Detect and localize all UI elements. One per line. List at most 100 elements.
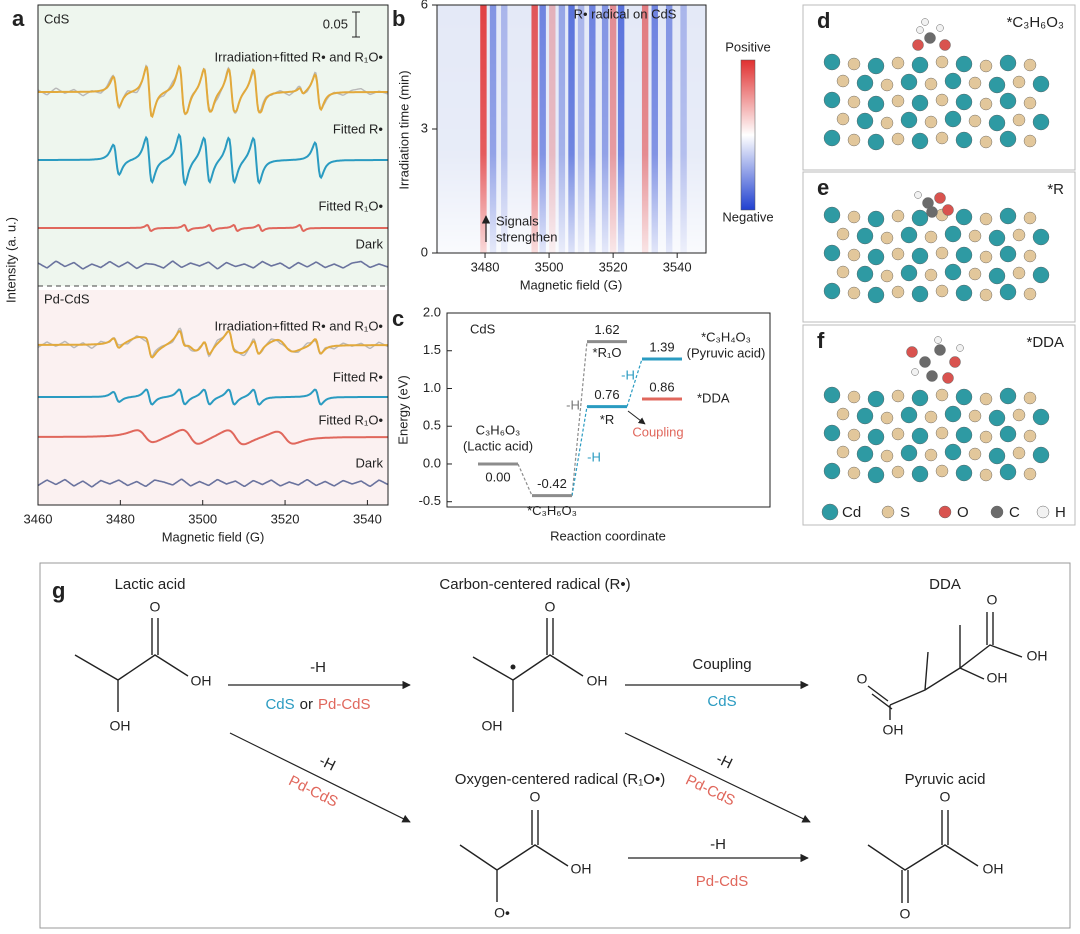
state-label: (Lactic acid) <box>463 438 533 453</box>
atom <box>924 230 938 244</box>
atom <box>867 95 885 113</box>
atom <box>911 132 929 150</box>
x-axis-label: Magnetic field (G) <box>520 277 623 292</box>
atom <box>935 93 949 107</box>
atom <box>836 407 850 421</box>
heatmap-stripe <box>501 5 508 253</box>
coupling-arrow <box>627 410 646 425</box>
heatmap-stripe <box>558 5 566 253</box>
atom <box>999 463 1017 481</box>
legend-label: C <box>1009 504 1020 521</box>
heatmap-stripe <box>641 5 649 253</box>
atom-label: OH <box>883 722 904 738</box>
fitted-sum-trace <box>38 64 388 119</box>
adsorbate-label: *DDA <box>1026 334 1064 351</box>
atom <box>867 133 885 151</box>
x-tick-label: 3520 <box>271 511 300 526</box>
atom <box>955 131 973 149</box>
panel-label: a <box>12 6 25 31</box>
atom <box>999 130 1017 148</box>
heatmap-stripe <box>568 5 575 253</box>
atom <box>1023 134 1037 148</box>
atom <box>955 55 973 73</box>
atom <box>1023 211 1037 225</box>
adsorbate-label: *C₃H₆O₃ <box>1007 14 1064 31</box>
atom <box>1023 96 1037 110</box>
atom <box>1012 75 1026 89</box>
legend-swatch <box>821 503 839 521</box>
atom <box>979 468 993 482</box>
atom <box>891 94 905 108</box>
group-background <box>38 5 388 286</box>
atom <box>944 263 962 281</box>
atom-label: OH <box>1027 648 1048 664</box>
atom-label: O <box>530 789 541 805</box>
panel-label: d <box>817 8 830 33</box>
heatmap-stripe <box>665 5 673 253</box>
heatmap-stripe <box>577 5 585 253</box>
atom-label: O <box>940 789 951 805</box>
arrow-label: -H <box>316 752 338 774</box>
atom <box>880 116 894 130</box>
atom-label: OH <box>587 673 608 689</box>
atom <box>911 285 929 303</box>
atom <box>823 282 841 300</box>
dark-trace <box>37 260 389 270</box>
atom <box>942 204 954 216</box>
value-label: 1.62 <box>594 322 619 337</box>
step-label: -H <box>621 367 635 382</box>
atom <box>891 427 905 441</box>
fitted-sum-trace <box>38 329 388 359</box>
atom <box>916 26 924 34</box>
atom <box>867 210 885 228</box>
atom <box>939 39 951 51</box>
y-axis-label: Irradiation time (min) <box>396 70 411 189</box>
heatmap-stripe <box>651 5 658 253</box>
molecule-name: Lactic acid <box>115 576 186 593</box>
atom <box>988 114 1006 132</box>
atom <box>880 269 894 283</box>
atom <box>979 212 993 226</box>
atom <box>936 24 944 32</box>
atom <box>847 248 861 262</box>
atom <box>968 76 982 90</box>
y-tick-label: 0.5 <box>423 418 441 433</box>
atom-label: OH <box>571 861 592 877</box>
atom-label: O <box>987 592 998 608</box>
arrow-label: Pd-CdS <box>286 772 341 811</box>
atom <box>847 95 861 109</box>
molecule-name: Oxygen-centered radical (R₁O•) <box>455 771 665 788</box>
atom <box>823 206 841 224</box>
fitted-r1o-trace <box>38 428 388 446</box>
state-label: *C₃H₆O₃ <box>527 503 577 518</box>
atom <box>934 192 946 204</box>
atom <box>1012 446 1026 460</box>
atom-label: O <box>900 906 911 922</box>
atom <box>867 428 885 446</box>
atom <box>1023 467 1037 481</box>
atom <box>955 208 973 226</box>
atom <box>867 466 885 484</box>
arrow-label: -H <box>713 750 735 772</box>
atom <box>1032 446 1050 464</box>
fitted-r-trace <box>38 388 388 406</box>
atom <box>979 135 993 149</box>
atom <box>979 250 993 264</box>
panel-frame <box>802 171 1076 323</box>
value-label: 1.39 <box>649 339 674 354</box>
molecule-name: Carbon-centered radical (R•) <box>439 576 630 593</box>
y-tick-label: -0.5 <box>419 493 441 508</box>
dark-trace <box>37 478 389 488</box>
atom <box>944 72 962 90</box>
colorbar <box>740 59 756 211</box>
trace-label: Irradiation+fitted R• and R₁O• <box>215 49 384 64</box>
atom <box>944 110 962 128</box>
panel-frame <box>802 4 1076 171</box>
atom <box>968 114 982 128</box>
plot-frame <box>37 4 389 506</box>
atom <box>935 388 949 402</box>
atom <box>880 231 894 245</box>
scale-bar-label: 0.05 <box>323 16 348 31</box>
x-axis-label: Reaction coordinate <box>550 528 666 543</box>
atom <box>847 210 861 224</box>
